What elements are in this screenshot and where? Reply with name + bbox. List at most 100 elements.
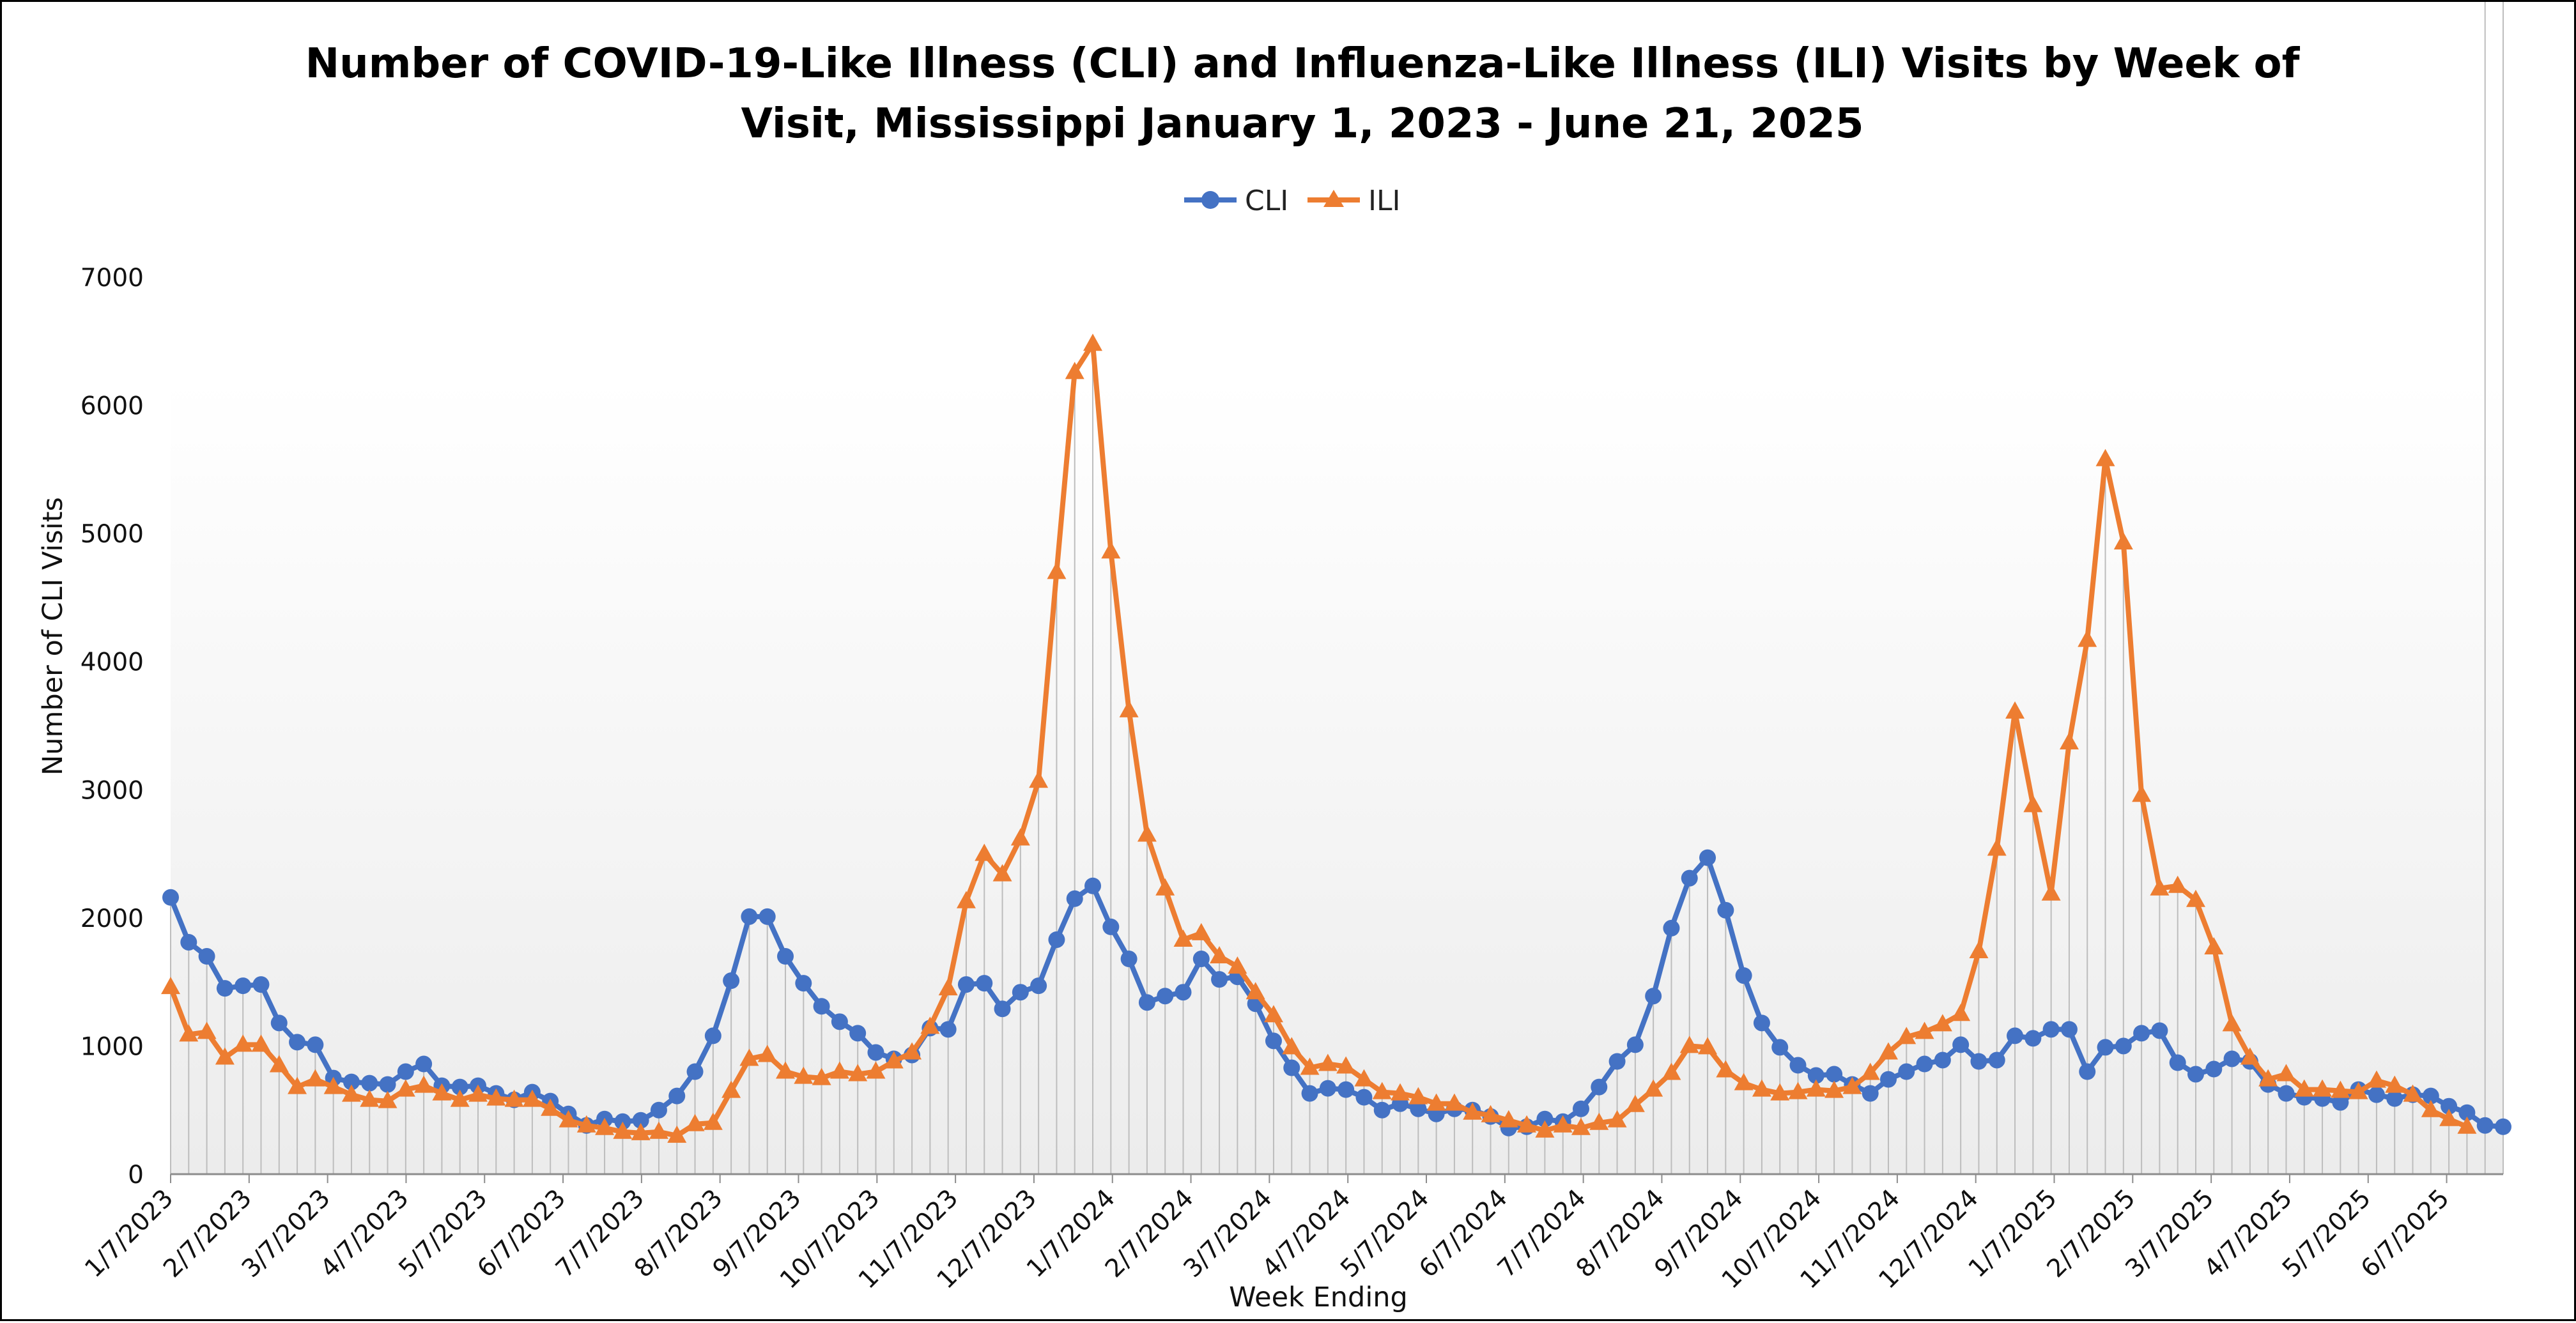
data-point-cli <box>1373 1101 1391 1119</box>
data-point-ili <box>1408 1087 1428 1105</box>
data-point-cli <box>1138 994 1155 1011</box>
data-point-ili <box>396 1079 415 1097</box>
data-point-cli <box>1663 919 1680 937</box>
data-point-ili <box>1210 946 1230 964</box>
data-point-ili <box>2421 1099 2441 1117</box>
data-point-cli <box>1175 984 1192 1001</box>
data-point-ili <box>1517 1115 1537 1133</box>
data-point-ili <box>251 1034 271 1052</box>
data-point-ili <box>378 1090 397 1108</box>
data-point-ili <box>269 1055 289 1073</box>
data-point-ili <box>1191 922 1211 940</box>
data-point-cli <box>397 1063 414 1080</box>
data-point-cli <box>2278 1085 2295 1102</box>
data-point-cli <box>2151 1022 2168 1039</box>
data-point-cli <box>1120 951 1138 968</box>
data-point-cli <box>2115 1037 2132 1055</box>
data-point-cli <box>957 976 975 993</box>
data-point-cli <box>451 1078 468 1096</box>
chart-title-line-2: Visit, Mississippi January 1, 2023 - Jun… <box>741 100 1864 148</box>
chart-title-line-1: Number of COVID-19-Like Illness (CLI) an… <box>305 40 2301 88</box>
data-point-ili <box>1155 878 1175 896</box>
data-point-ili <box>757 1044 777 1062</box>
data-point-cli <box>2495 1118 2511 1135</box>
data-point-ili <box>1878 1042 1898 1060</box>
data-point-ili <box>432 1083 452 1101</box>
data-point-cli <box>1916 1055 1933 1073</box>
data-point-ili <box>1987 838 2007 856</box>
data-point-ili <box>992 864 1012 882</box>
data-point-cli <box>686 1063 704 1080</box>
data-point-cli <box>632 1112 649 1129</box>
data-point-ili <box>233 1034 253 1052</box>
data-point-cli <box>198 948 215 965</box>
data-point-ili <box>486 1088 506 1106</box>
data-point-cli <box>2332 1094 2349 1111</box>
data-point-ili <box>2023 795 2043 813</box>
data-point-cli <box>759 908 776 925</box>
data-point-cli <box>289 1034 306 1051</box>
data-point-cli <box>1319 1080 1336 1097</box>
data-point-cli <box>939 1021 957 1038</box>
data-point-ili <box>1589 1112 1609 1130</box>
data-point-cli <box>1410 1100 1427 1117</box>
data-point-cli <box>252 976 270 993</box>
data-point-cli <box>1301 1085 1318 1102</box>
y-tick-label: 0 <box>128 1161 144 1189</box>
data-point-ili <box>1897 1027 1917 1044</box>
y-tick-label: 2000 <box>81 905 144 933</box>
data-point-cli <box>1338 1081 1355 1098</box>
data-point-ili <box>595 1117 615 1135</box>
data-point-cli <box>2097 1039 2114 1056</box>
data-point-ili <box>1607 1110 1627 1128</box>
data-point-ili <box>1824 1080 1844 1098</box>
data-point-cli <box>1572 1100 1589 1117</box>
data-point-ili <box>2385 1075 2405 1093</box>
data-point-cli <box>831 1013 848 1030</box>
data-point-ili <box>1644 1079 1663 1097</box>
data-point-cli <box>704 1027 721 1044</box>
data-point-ili <box>1010 828 1030 846</box>
data-point-cli <box>1717 901 1734 919</box>
data-point-ili <box>360 1089 380 1107</box>
data-point-cli <box>2223 1050 2241 1067</box>
data-point-cli <box>2368 1086 2385 1103</box>
data-point-cli <box>2476 1117 2494 1134</box>
data-point-cli <box>1030 977 1047 995</box>
data-point-ili <box>703 1112 723 1130</box>
data-point-ili <box>2331 1080 2350 1098</box>
data-point-cli <box>379 1076 396 1093</box>
data-point-cli <box>2042 1021 2060 1038</box>
data-point-ili <box>1951 1004 1971 1021</box>
data-point-ili <box>794 1066 814 1084</box>
data-point-ili <box>685 1113 705 1131</box>
series-line-cli <box>168 855 2504 1131</box>
y-axis-label: Number of CLI Visits <box>37 497 69 776</box>
data-point-ili <box>1246 982 1265 1000</box>
data-point-cli <box>162 889 179 906</box>
data-point-cli <box>343 1073 360 1090</box>
data-point-ili <box>1806 1079 1826 1097</box>
data-point-ili <box>197 1021 217 1039</box>
data-point-ili <box>179 1024 199 1042</box>
data-point-cli <box>668 1087 686 1105</box>
y-tick-label: 3000 <box>81 776 144 805</box>
data-point-ili <box>2222 1014 2242 1032</box>
data-point-ili <box>667 1125 687 1143</box>
data-point-cli <box>650 1101 667 1119</box>
data-point-ili <box>1788 1082 1808 1099</box>
data-point-cli <box>1626 1036 1644 1053</box>
data-point-ili <box>1481 1105 1500 1122</box>
data-point-cli <box>1211 971 1228 988</box>
data-point-cli <box>1970 1053 1987 1070</box>
data-point-ili <box>2059 732 2079 750</box>
data-point-cli <box>1753 1014 1770 1032</box>
data-point-cli <box>2025 1030 2042 1047</box>
y-axis-ticks: 0 1000 2000 3000 4000 5000 6000 7000 <box>81 264 144 1189</box>
data-point-cli <box>2205 1060 2223 1078</box>
data-point-ili <box>1752 1079 1771 1097</box>
data-point-ili <box>2348 1082 2368 1099</box>
data-point-ili <box>1354 1069 1374 1087</box>
data-point-ili <box>305 1069 325 1087</box>
data-point-cli <box>2079 1063 2096 1080</box>
